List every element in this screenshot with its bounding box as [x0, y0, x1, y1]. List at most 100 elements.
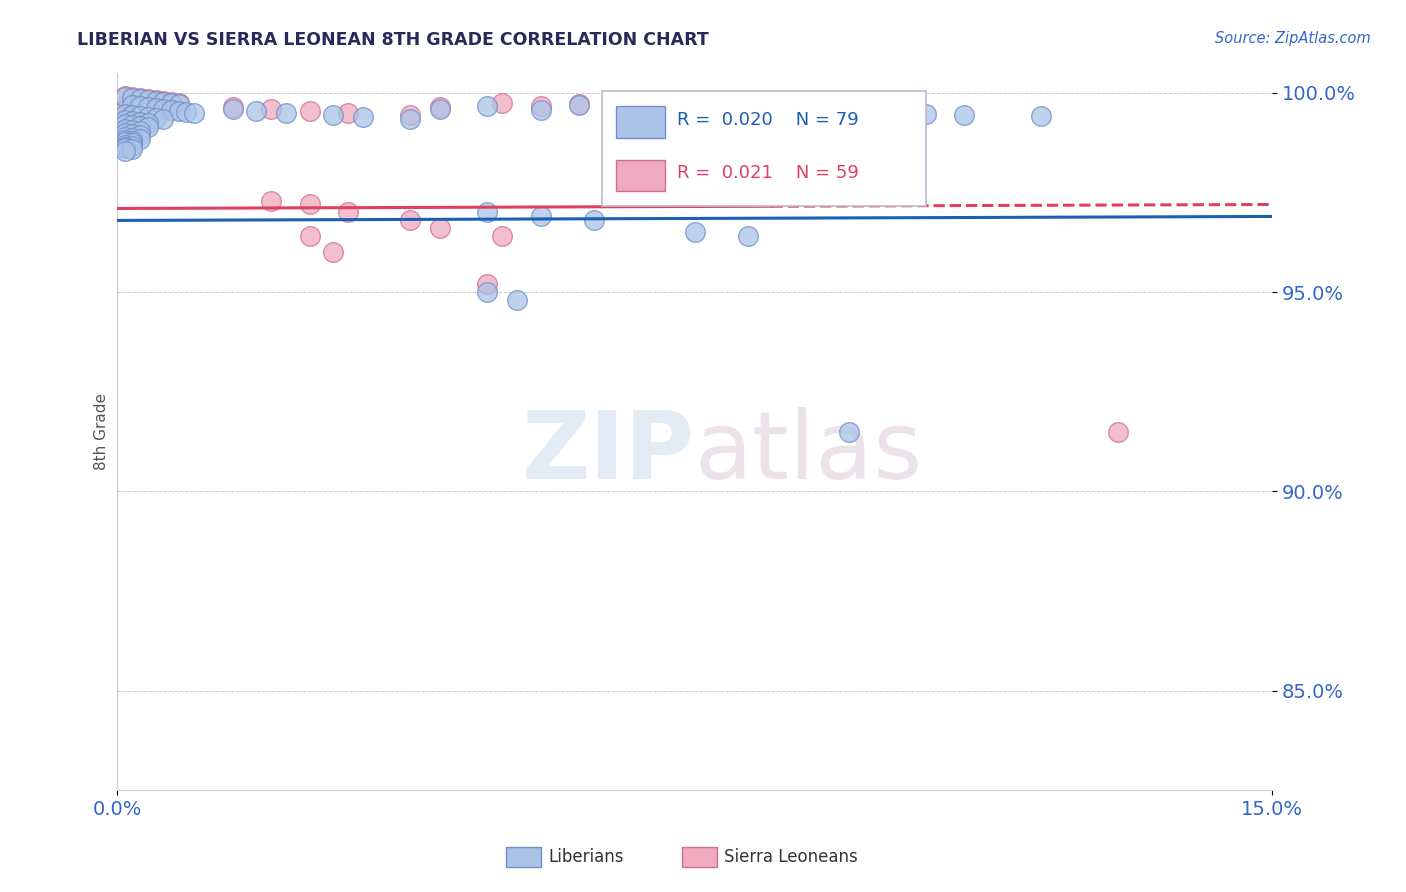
Point — [298, 103, 321, 118]
Point — [114, 141, 136, 155]
Text: Sierra Leoneans: Sierra Leoneans — [724, 848, 858, 866]
Point — [129, 91, 152, 105]
Point — [176, 104, 198, 119]
Point — [160, 95, 183, 110]
Point — [352, 110, 374, 124]
Point — [491, 95, 513, 110]
Point — [114, 135, 136, 149]
Point — [167, 95, 190, 110]
Point — [145, 111, 167, 125]
Point — [429, 221, 451, 235]
Point — [114, 103, 136, 117]
Point — [475, 98, 498, 112]
Point — [121, 138, 143, 153]
Point — [322, 245, 344, 260]
Point — [152, 112, 174, 126]
Bar — [616, 106, 665, 137]
Point — [160, 103, 183, 117]
Point — [114, 129, 136, 144]
Point — [114, 137, 136, 152]
Point — [136, 105, 159, 120]
Point — [136, 98, 159, 112]
Point — [114, 112, 136, 126]
Point — [121, 98, 143, 112]
Point — [114, 144, 136, 158]
Text: Liberians: Liberians — [548, 848, 624, 866]
Text: Source: ZipAtlas.com: Source: ZipAtlas.com — [1215, 31, 1371, 46]
Point — [152, 94, 174, 108]
Point — [121, 90, 143, 104]
Y-axis label: 8th Grade: 8th Grade — [94, 393, 108, 470]
Point — [129, 92, 152, 106]
Point — [568, 97, 591, 112]
Point — [167, 97, 190, 112]
Text: LIBERIAN VS SIERRA LEONEAN 8TH GRADE CORRELATION CHART: LIBERIAN VS SIERRA LEONEAN 8TH GRADE COR… — [77, 31, 709, 49]
Point — [136, 110, 159, 124]
Point — [121, 127, 143, 141]
Point — [121, 136, 143, 150]
Point — [114, 106, 136, 120]
Point — [529, 103, 551, 117]
Point — [706, 103, 728, 118]
Point — [398, 213, 420, 227]
Point — [475, 205, 498, 219]
Bar — [616, 160, 665, 192]
Point — [145, 94, 167, 108]
Point — [121, 130, 143, 145]
Point — [429, 100, 451, 114]
Point — [136, 116, 159, 130]
Point — [121, 113, 143, 128]
Point — [506, 293, 529, 307]
Point — [398, 108, 420, 122]
Point — [1107, 425, 1129, 439]
Text: ZIP: ZIP — [522, 407, 695, 500]
FancyBboxPatch shape — [602, 91, 925, 206]
Point — [114, 108, 136, 122]
Text: R =  0.021    N = 59: R = 0.021 N = 59 — [678, 164, 859, 182]
Point — [129, 98, 152, 112]
Point — [121, 103, 143, 118]
Point — [121, 134, 143, 148]
Point — [661, 103, 683, 117]
Point — [129, 124, 152, 138]
Point — [737, 229, 759, 244]
Point — [298, 229, 321, 244]
Point — [183, 105, 205, 120]
Point — [129, 104, 152, 119]
Point — [160, 95, 183, 109]
Point — [838, 425, 860, 439]
Point — [121, 109, 143, 123]
Point — [114, 117, 136, 131]
Point — [121, 142, 143, 156]
Point — [475, 277, 498, 292]
Point — [337, 105, 360, 120]
Point — [114, 122, 136, 136]
Point — [145, 101, 167, 115]
Point — [260, 102, 283, 116]
Point — [876, 105, 898, 120]
Point — [136, 92, 159, 106]
Point — [683, 226, 706, 240]
Point — [583, 213, 606, 227]
Point — [529, 98, 551, 112]
Point — [114, 113, 136, 128]
Point — [121, 97, 143, 112]
Point — [167, 103, 190, 118]
Point — [152, 95, 174, 109]
Point — [429, 102, 451, 116]
Point — [152, 101, 174, 115]
Point — [114, 120, 136, 134]
Point — [129, 114, 152, 128]
Point — [114, 126, 136, 140]
Point — [298, 197, 321, 211]
Point — [114, 90, 136, 104]
Point — [245, 103, 267, 118]
Point — [121, 108, 143, 122]
Text: R =  0.020    N = 79: R = 0.020 N = 79 — [678, 111, 859, 128]
Point — [630, 101, 652, 115]
Point — [529, 210, 551, 224]
Point — [838, 108, 860, 122]
Point — [136, 120, 159, 134]
Point — [114, 89, 136, 103]
Point — [121, 118, 143, 132]
